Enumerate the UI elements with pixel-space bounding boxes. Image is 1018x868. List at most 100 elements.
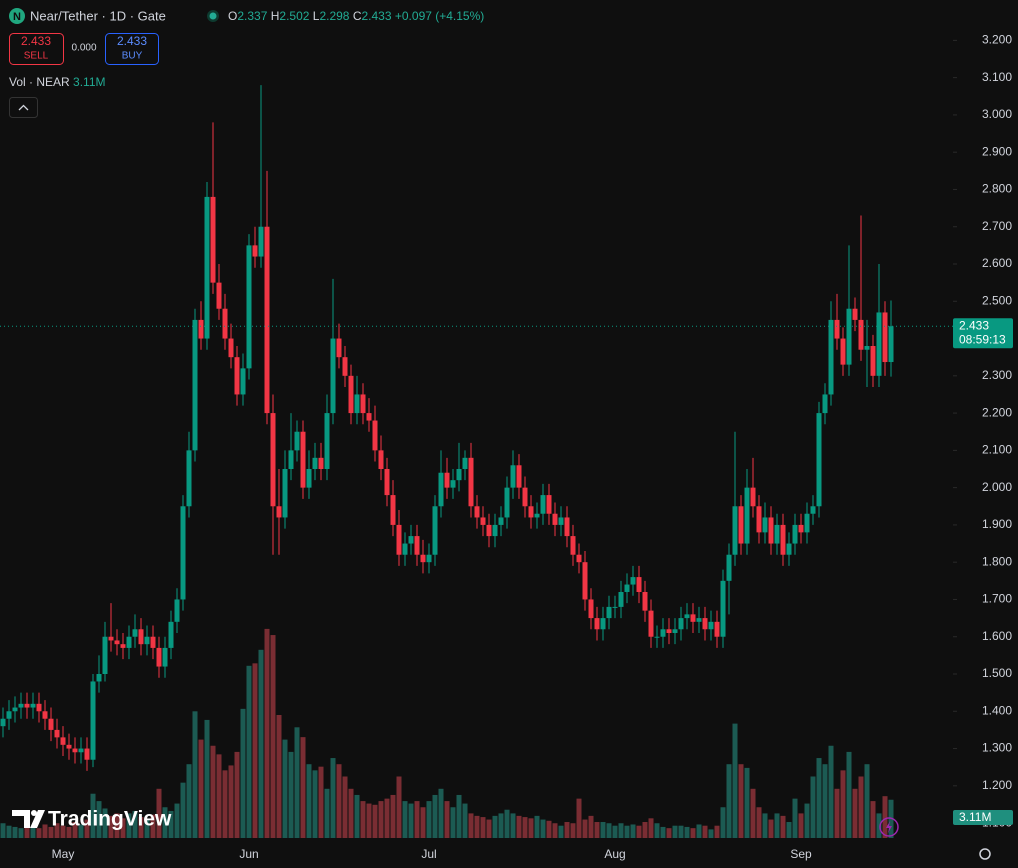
- candle-body: [132, 629, 138, 637]
- volume-bar: [540, 819, 546, 838]
- volume-bar: [210, 745, 216, 838]
- candle-body: [180, 506, 186, 600]
- candle-body: [108, 636, 114, 641]
- sell-button[interactable]: [9, 33, 64, 65]
- volume-bar: [402, 801, 408, 838]
- settings-button[interactable]: [979, 848, 991, 860]
- candle-body: [276, 506, 282, 518]
- volume-bar: [756, 807, 762, 838]
- candle-body: [120, 644, 126, 648]
- volume-bar: [426, 801, 432, 838]
- volume-bar: [498, 813, 504, 838]
- volume-bar: [606, 823, 612, 838]
- candle-body: [198, 319, 204, 339]
- volume-value-box: [953, 810, 1013, 825]
- volume-bar: [570, 823, 576, 838]
- volume-bar: [372, 804, 378, 838]
- candle-body: [174, 599, 180, 622]
- candle-body: [438, 472, 444, 507]
- volume-bar: [72, 822, 78, 838]
- candle-body: [672, 629, 678, 633]
- candle-body: [0, 718, 6, 727]
- y-tick-label: 1.200: [982, 778, 1012, 792]
- candle-body: [222, 308, 228, 339]
- change: +0.097 (+4.15%): [395, 9, 484, 23]
- axis-layer: 1.1001.2001.3001.4001.5001.6001.7001.800…: [0, 33, 1013, 861]
- candle-body: [342, 357, 348, 376]
- symbol-title[interactable]: Near/Tether · 1D · Gate: [30, 8, 166, 23]
- candle-body: [498, 517, 504, 525]
- brand-logo-dot: [31, 810, 37, 816]
- candle-body: [462, 457, 468, 469]
- candle-body: [642, 592, 648, 611]
- volume-bar: [534, 815, 540, 838]
- countdown: 08:59:13: [959, 332, 1006, 346]
- volume-bar: [114, 813, 120, 838]
- candle-body: [810, 506, 816, 514]
- spread: 0.000: [71, 43, 96, 54]
- volume-bar: [648, 818, 654, 838]
- candle-body: [252, 245, 258, 257]
- candle-body: [552, 513, 558, 525]
- candle-body: [822, 394, 828, 414]
- volume-legend: Vol · NEAR 3.11M: [9, 75, 106, 89]
- y-tick-label: 1.700: [982, 592, 1012, 606]
- candle-body: [804, 513, 810, 533]
- y-tick-label: 2.000: [982, 480, 1012, 494]
- y-tick-label: 2.700: [982, 219, 1012, 233]
- y-tick-label: 1.800: [982, 554, 1012, 568]
- y-tick-label: 2.900: [982, 144, 1012, 158]
- volume-bar: [474, 815, 480, 838]
- candle-body: [492, 524, 498, 537]
- candle-body: [366, 413, 372, 421]
- candle-body: [216, 282, 222, 309]
- volume-bar: [162, 807, 168, 838]
- candle-body: [186, 450, 192, 507]
- volume-bar: [234, 751, 240, 838]
- candle-body: [798, 524, 804, 533]
- candle-body: [288, 450, 294, 469]
- candle-body: [162, 647, 168, 667]
- volume-bar: [300, 737, 306, 838]
- volume-bar: [690, 828, 696, 838]
- candle-body: [594, 618, 600, 630]
- volume-bar: [276, 715, 282, 838]
- candle-body: [786, 543, 792, 555]
- y-tick-label: 1.500: [982, 666, 1012, 680]
- candle-body: [486, 524, 492, 537]
- y-tick-label: 1.300: [982, 741, 1012, 755]
- volume-bar: [216, 754, 222, 838]
- volume-bar: [624, 825, 630, 838]
- volume-bar: [366, 803, 372, 838]
- volume-bar: [858, 776, 864, 838]
- volume-bar: [168, 810, 174, 838]
- volume-bar: [600, 822, 606, 838]
- volume-bar: [138, 817, 144, 838]
- candle-body: [534, 513, 540, 518]
- volume-bar: [852, 788, 858, 838]
- candle-body: [834, 319, 840, 339]
- volume-bar: [786, 822, 792, 838]
- candle-body: [840, 338, 846, 365]
- buy-button[interactable]: [105, 33, 159, 65]
- candle-body: [738, 506, 744, 544]
- volume-bar: [432, 794, 438, 838]
- candle-body: [864, 346, 870, 350]
- ohlc-value: 2.337: [237, 9, 267, 23]
- collapse-button[interactable]: [9, 97, 38, 118]
- volume-bar: [594, 822, 600, 838]
- ohlc-key: L: [313, 9, 320, 23]
- volume-bar: [396, 776, 402, 838]
- candle-body: [468, 457, 474, 507]
- candle-body: [444, 472, 450, 488]
- volume-bar: [630, 824, 636, 838]
- buy-price: 2.433: [117, 34, 147, 48]
- y-tick-label: 3.200: [982, 33, 1012, 47]
- volume-bar: [6, 825, 12, 838]
- candle-body: [360, 394, 366, 414]
- volume-bar: [150, 814, 156, 838]
- flash-button[interactable]: [879, 817, 899, 837]
- candle-body: [792, 524, 798, 544]
- status-dot: [209, 12, 217, 20]
